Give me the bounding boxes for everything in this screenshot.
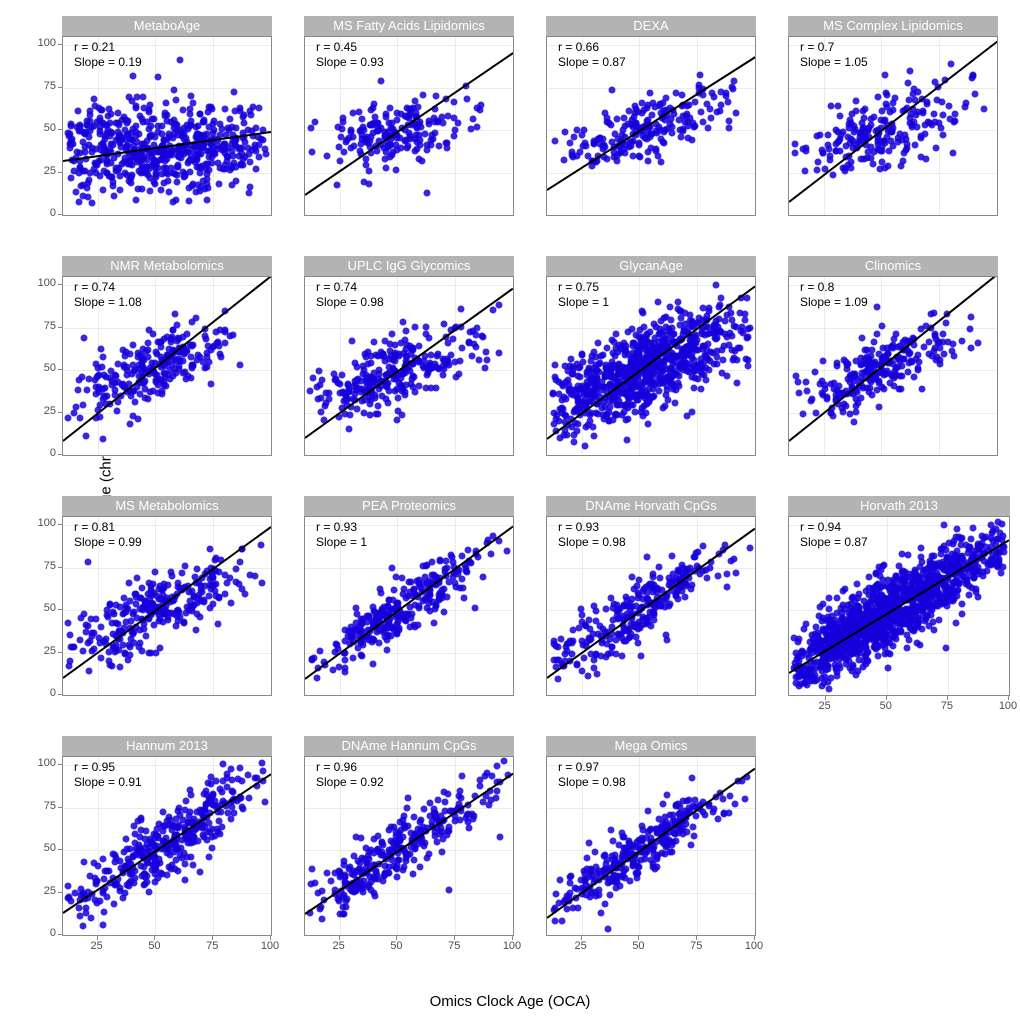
x-tick-label: 100 xyxy=(742,940,766,952)
x-tick-label: 25 xyxy=(327,940,351,952)
panel: GlycanAge r = 0.75 Slope = 1 xyxy=(546,256,756,456)
x-tick-label: 75 xyxy=(200,940,224,952)
panel-stats: r = 0.21 Slope = 0.19 xyxy=(74,40,142,70)
panel-stats: r = 0.94 Slope = 0.87 xyxy=(800,520,868,550)
panel: Clinomics r = 0.8 Slope = 1.09 xyxy=(788,256,998,456)
panel-title-strip: DNAme Horvath CpGs xyxy=(546,496,756,516)
panel: DEXA r = 0.66 Slope = 0.87 xyxy=(546,16,756,216)
x-tick-label: 100 xyxy=(996,700,1020,712)
panel: Hannum 2013r = 0.95 Slope = 0.9102550751… xyxy=(62,736,272,936)
panel: NMR Metabolomicsr = 0.74 Slope = 1.08025… xyxy=(62,256,272,456)
y-tick-label: 0 xyxy=(28,447,56,459)
panel-title-strip: MS Fatty Acids Lipidomics xyxy=(304,16,514,36)
panel-stats: r = 0.74 Slope = 1.08 xyxy=(74,280,142,310)
x-tick-label: 25 xyxy=(569,940,593,952)
panel: UPLC IgG Glycomics r = 0.74 Slope = 0.98 xyxy=(304,256,514,456)
panel: MS Complex Lipidomics r = 0.7 Slope = 1.0… xyxy=(788,16,998,216)
panel-title-strip: Clinomics xyxy=(788,256,998,276)
y-tick-label: 0 xyxy=(28,927,56,939)
y-tick-label: 100 xyxy=(28,517,56,529)
panel-title-strip: GlycanAge xyxy=(546,256,756,276)
panel-title-strip: Horvath 2013 xyxy=(788,496,1010,516)
panel-stats: r = 0.93 Slope = 1 xyxy=(316,520,367,550)
panel-stats: r = 0.93 Slope = 0.98 xyxy=(558,520,626,550)
y-tick-label: 100 xyxy=(28,277,56,289)
y-tick-label: 100 xyxy=(28,757,56,769)
regression-line xyxy=(546,57,755,191)
panel: DNAme Horvath CpGs r = 0.93 Slope = 0.98 xyxy=(546,496,756,696)
x-tick-label: 100 xyxy=(258,940,282,952)
panel-title-strip: NMR Metabolomics xyxy=(62,256,272,276)
y-tick-label: 0 xyxy=(28,207,56,219)
y-tick-label: 0 xyxy=(28,687,56,699)
x-tick-label: 75 xyxy=(442,940,466,952)
scatter-facet-figure: Chronological Age (chronAge) Omics Clock… xyxy=(10,10,1010,1006)
panel-title-strip: DNAme Hannum CpGs xyxy=(304,736,514,756)
panel-stats: r = 0.97 Slope = 0.98 xyxy=(558,760,626,790)
y-tick-label: 50 xyxy=(28,602,56,614)
panel: Mega Omicsr = 0.97 Slope = 0.98255075100 xyxy=(546,736,756,936)
panel-stats: r = 0.96 Slope = 0.92 xyxy=(316,760,384,790)
y-tick-label: 25 xyxy=(28,645,56,657)
y-tick-label: 50 xyxy=(28,842,56,854)
x-tick-label: 75 xyxy=(684,940,708,952)
panel-title-strip: UPLC IgG Glycomics xyxy=(304,256,514,276)
panel-stats: r = 0.7 Slope = 1.05 xyxy=(800,40,868,70)
panel: MS Fatty Acids Lipidomics r = 0.45 Slope … xyxy=(304,16,514,216)
x-tick-label: 50 xyxy=(384,940,408,952)
y-tick-label: 25 xyxy=(28,885,56,897)
y-tick-label: 75 xyxy=(28,800,56,812)
y-tick-label: 50 xyxy=(28,122,56,134)
panel-stats: r = 0.81 Slope = 0.99 xyxy=(74,520,142,550)
panel-title-strip: DEXA xyxy=(546,16,756,36)
x-tick-label: 25 xyxy=(85,940,109,952)
panel-stats: r = 0.45 Slope = 0.93 xyxy=(316,40,384,70)
y-tick-label: 50 xyxy=(28,362,56,374)
regression-line xyxy=(546,767,755,918)
panel-stats: r = 0.8 Slope = 1.09 xyxy=(800,280,868,310)
y-tick-label: 100 xyxy=(28,37,56,49)
x-tick-label: 50 xyxy=(142,940,166,952)
x-tick-label: 25 xyxy=(813,700,837,712)
panel-title-strip: MS Metabolomics xyxy=(62,496,272,516)
panel: MS Metabolomicsr = 0.81 Slope = 0.990255… xyxy=(62,496,272,696)
regression-line xyxy=(546,527,755,678)
x-tick-label: 75 xyxy=(935,700,959,712)
panel: MetaboAger = 0.21 Slope = 0.190255075100 xyxy=(62,16,272,216)
x-tick-label: 100 xyxy=(500,940,524,952)
panel-title-strip: MS Complex Lipidomics xyxy=(788,16,998,36)
x-axis-label: Omics Clock Age (OCA) xyxy=(430,993,591,1010)
panel-title-strip: MetaboAge xyxy=(62,16,272,36)
panel-stats: r = 0.95 Slope = 0.91 xyxy=(74,760,142,790)
x-tick-label: 50 xyxy=(626,940,650,952)
y-tick-label: 75 xyxy=(28,80,56,92)
panel: DNAme Hannum CpGsr = 0.96 Slope = 0.9225… xyxy=(304,736,514,936)
x-tick-label: 50 xyxy=(874,700,898,712)
panel: Horvath 2013r = 0.94 Slope = 0.872550751… xyxy=(788,496,1010,696)
panel-stats: r = 0.75 Slope = 1 xyxy=(558,280,609,310)
y-tick-label: 75 xyxy=(28,560,56,572)
y-tick-label: 25 xyxy=(28,165,56,177)
y-tick-label: 25 xyxy=(28,405,56,417)
y-tick-label: 75 xyxy=(28,320,56,332)
panel-grid: MetaboAger = 0.21 Slope = 0.190255075100… xyxy=(62,16,1004,974)
panel-stats: r = 0.66 Slope = 0.87 xyxy=(558,40,626,70)
panel: PEA Proteomics r = 0.93 Slope = 1 xyxy=(304,496,514,696)
panel-title-strip: PEA Proteomics xyxy=(304,496,514,516)
regression-line xyxy=(304,287,513,438)
panel-title-strip: Hannum 2013 xyxy=(62,736,272,756)
panel-stats: r = 0.74 Slope = 0.98 xyxy=(316,280,384,310)
panel-title-strip: Mega Omics xyxy=(546,736,756,756)
